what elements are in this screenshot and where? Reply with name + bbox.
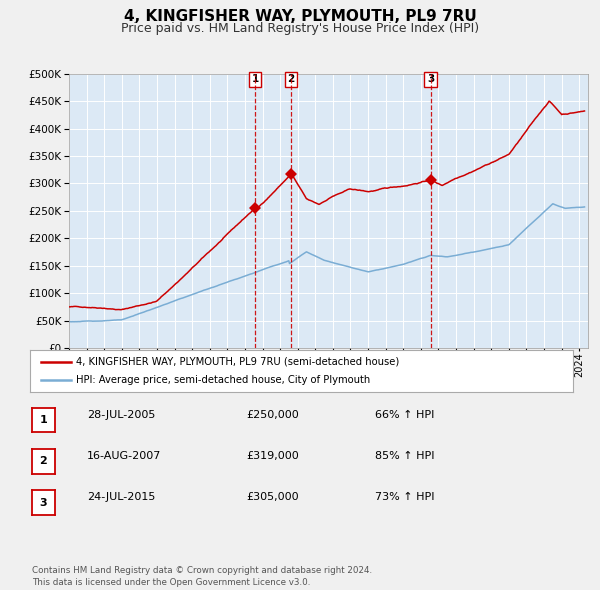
Text: 3: 3 [427,74,434,84]
Text: Price paid vs. HM Land Registry's House Price Index (HPI): Price paid vs. HM Land Registry's House … [121,22,479,35]
Text: 73% ↑ HPI: 73% ↑ HPI [375,493,434,502]
Text: 1: 1 [251,74,259,84]
Text: 2: 2 [287,74,295,84]
Text: 4, KINGFISHER WAY, PLYMOUTH, PL9 7RU: 4, KINGFISHER WAY, PLYMOUTH, PL9 7RU [124,9,476,24]
Text: £305,000: £305,000 [246,493,299,502]
Text: 4, KINGFISHER WAY, PLYMOUTH, PL9 7RU (semi-detached house): 4, KINGFISHER WAY, PLYMOUTH, PL9 7RU (se… [76,357,400,367]
Text: 24-JUL-2015: 24-JUL-2015 [87,493,155,502]
Text: 28-JUL-2005: 28-JUL-2005 [87,410,155,419]
Text: £250,000: £250,000 [246,410,299,419]
Text: 16-AUG-2007: 16-AUG-2007 [87,451,161,461]
Text: £319,000: £319,000 [246,451,299,461]
Text: 66% ↑ HPI: 66% ↑ HPI [375,410,434,419]
Text: 2: 2 [40,457,47,466]
Text: Contains HM Land Registry data © Crown copyright and database right 2024.
This d: Contains HM Land Registry data © Crown c… [32,566,372,587]
Text: 3: 3 [40,498,47,507]
Text: 1: 1 [40,415,47,425]
Text: HPI: Average price, semi-detached house, City of Plymouth: HPI: Average price, semi-detached house,… [76,375,370,385]
Text: 85% ↑ HPI: 85% ↑ HPI [375,451,434,461]
